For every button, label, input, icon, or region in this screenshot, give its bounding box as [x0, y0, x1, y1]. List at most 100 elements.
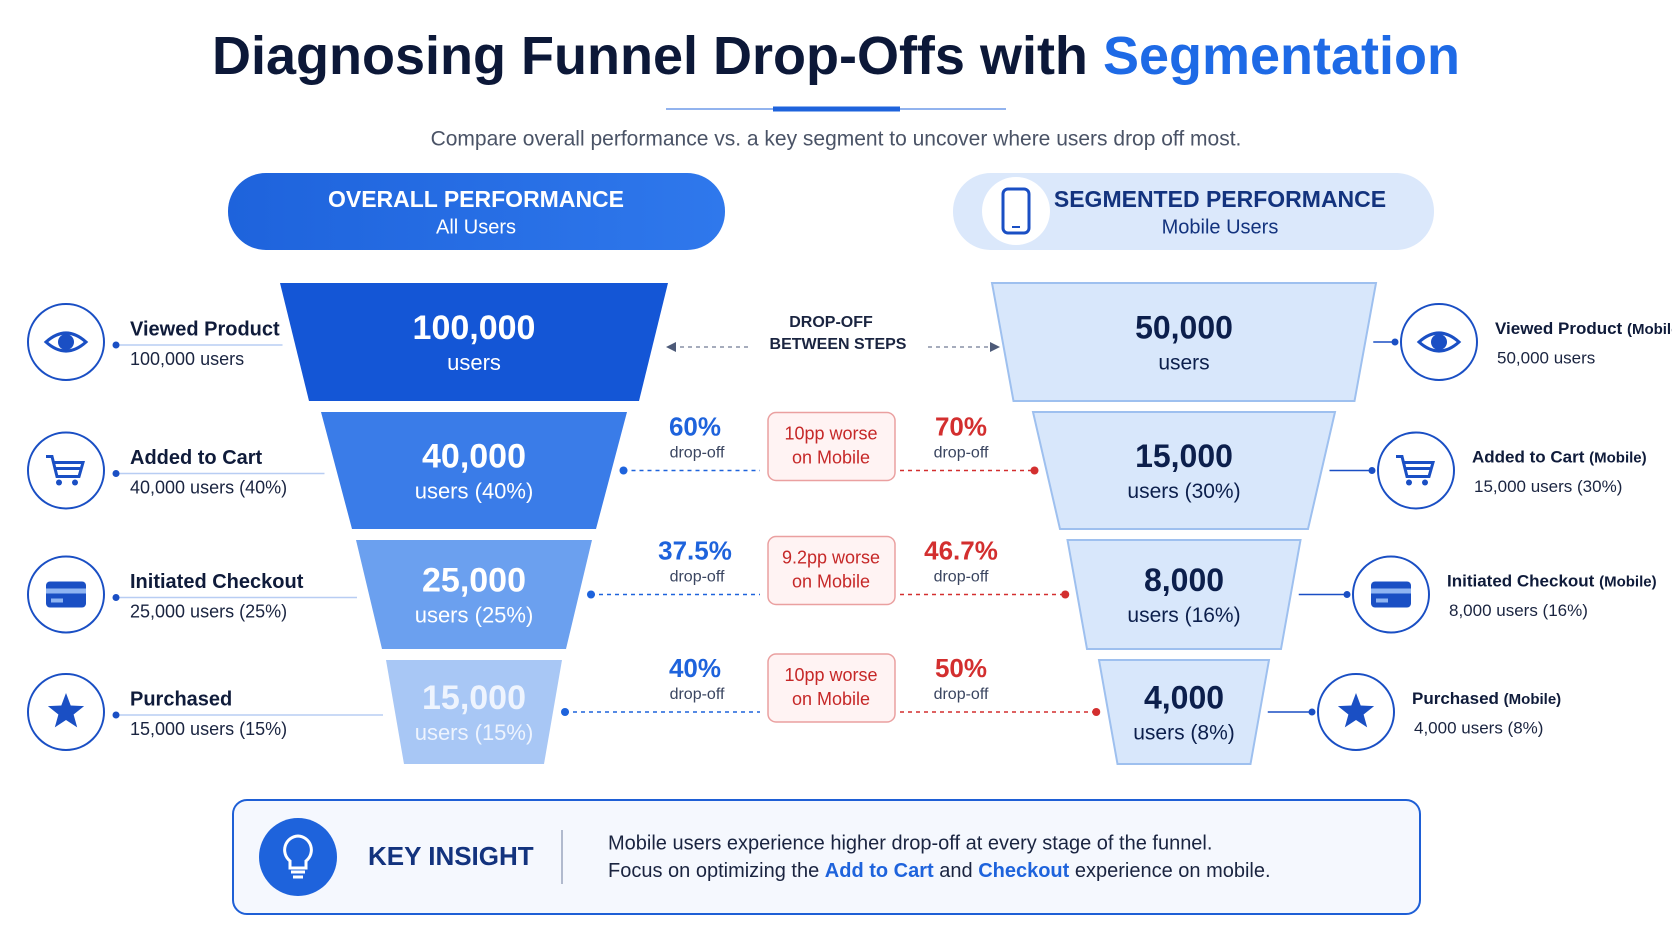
dropoff-header: BETWEEN STEPS	[770, 336, 907, 353]
stage-unit: users (25%)	[415, 602, 534, 627]
bulb-badge	[259, 818, 337, 896]
cart-icon	[46, 455, 85, 478]
stage-label-main: Added to Cart	[1472, 448, 1585, 467]
stage-unit: users (16%)	[1127, 604, 1240, 627]
segment-subtitle: Mobile Users	[1162, 216, 1279, 238]
stage-detail: 40,000 users (40%)	[130, 477, 287, 497]
stage-value: 25,000	[422, 561, 526, 599]
insight-title: KEY INSIGHT	[368, 841, 534, 871]
stage-unit: users	[1158, 352, 1209, 375]
stage-value: 8,000	[1144, 562, 1224, 598]
stage-unit: users	[447, 350, 501, 375]
stage-value: 40,000	[422, 437, 526, 475]
comparison-text: 10pp worse	[784, 665, 877, 685]
title-main: Diagnosing Funnel Drop-Offs with	[212, 26, 1088, 86]
stage-label: Initiated Checkout (Mobile)	[1447, 572, 1657, 591]
stage-label: Purchased	[130, 688, 232, 710]
insight-text: Focus on optimizing the	[608, 860, 819, 882]
insight-text: and	[939, 860, 972, 882]
eye-icon	[1416, 331, 1462, 353]
card-icon	[1371, 581, 1411, 608]
phone-badge	[982, 177, 1050, 245]
card-icon	[1371, 588, 1411, 594]
segment-dropoff: 70%	[935, 411, 987, 441]
stage-label-suffix: (Mobile)	[1599, 573, 1657, 590]
connector-dot	[112, 341, 120, 349]
subtitle: Compare overall performance vs. a key se…	[431, 128, 1242, 151]
stage-detail: 8,000 users (16%)	[1449, 601, 1588, 620]
stage-icon-badge	[27, 431, 105, 510]
connector-dot	[112, 594, 120, 601]
funnel-stage	[280, 283, 668, 401]
connector-dot	[1343, 591, 1351, 598]
card-icon	[46, 581, 86, 608]
cart-icon	[1406, 479, 1412, 486]
connector-dot	[112, 711, 120, 719]
header-arrow	[666, 342, 676, 352]
card-icon	[1376, 598, 1388, 603]
insight-highlight: Add to Cart	[825, 860, 934, 882]
connector-dot	[1391, 338, 1399, 346]
funnel-stage	[386, 660, 562, 764]
stage-value: 4,000	[1144, 679, 1224, 715]
stage-label: Initiated Checkout	[130, 571, 304, 593]
overall-subtitle: All Users	[436, 216, 516, 238]
eye-icon	[1431, 334, 1447, 350]
overall-pill	[228, 173, 725, 250]
stage-label: Purchased (Mobile)	[1412, 689, 1561, 708]
segment-pill	[953, 173, 1434, 250]
comparison-box	[767, 535, 896, 606]
title: Diagnosing Funnel Drop-Offs with Segment…	[212, 26, 1460, 86]
stage-detail: 25,000 users (25%)	[130, 601, 287, 621]
dropoff-caption: drop-off	[934, 569, 989, 586]
dropoff-header: DROP-OFF	[789, 314, 873, 331]
comparison-text: on Mobile	[792, 689, 870, 709]
eye-icon	[43, 331, 89, 353]
dropoff-dot	[561, 708, 569, 716]
insight-box	[232, 799, 1421, 915]
insight-line: Mobile users experience higher drop-off …	[608, 832, 1212, 854]
comparison-text: 9.2pp worse	[782, 547, 880, 567]
overall-dropoff: 40%	[669, 653, 721, 683]
dropoff-dot	[1030, 466, 1039, 475]
dropoff-dot	[1061, 590, 1070, 599]
stage-unit: users (40%)	[415, 478, 534, 503]
overall-dropoff: 60%	[669, 411, 721, 441]
comparison-text: 10pp worse	[784, 423, 877, 443]
cart-icon	[1422, 479, 1428, 486]
stage-value: 15,000	[1135, 438, 1233, 474]
stage-detail: 15,000 users (15%)	[130, 719, 287, 739]
stage-unit: users (30%)	[1127, 480, 1240, 503]
funnel-stage	[990, 282, 1378, 402]
dropoff-dot	[1092, 708, 1101, 716]
cart-icon	[72, 479, 78, 486]
dropoff-dot	[587, 590, 595, 599]
star-icon	[47, 693, 85, 728]
insight-line: Focus on optimizing the Add to Cart and …	[608, 860, 1271, 882]
stage-label: Viewed Product (Mobile)	[1495, 319, 1672, 338]
title-highlight: Segmentation	[1103, 26, 1460, 86]
card-icon	[46, 588, 86, 594]
funnel-stage	[1097, 659, 1271, 765]
stage-detail: 50,000 users	[1497, 348, 1595, 367]
stage-detail: 100,000 users	[130, 349, 244, 369]
card-icon	[51, 598, 63, 603]
stage-label: Added to Cart	[130, 447, 263, 469]
dropoff-dot	[619, 466, 628, 475]
dropoff-caption: drop-off	[670, 445, 725, 462]
stage-value: 100,000	[413, 309, 536, 347]
phone-icon	[1001, 187, 1031, 235]
funnel-stage	[321, 412, 627, 529]
stage-unit: users (8%)	[1133, 722, 1235, 745]
stage-label: Added to Cart (Mobile)	[1472, 448, 1647, 467]
stage-label-suffix: (Mobile)	[1589, 449, 1647, 466]
stage-label-main: Initiated Checkout	[1447, 572, 1595, 591]
cart-icon	[56, 479, 62, 486]
stage-detail: 4,000 users (8%)	[1414, 718, 1543, 737]
eye-icon	[58, 334, 74, 350]
segment-title: SEGMENTED PERFORMANCE	[1054, 186, 1386, 212]
segment-dropoff: 50%	[935, 653, 987, 683]
stage-detail: 15,000 users (30%)	[1474, 477, 1622, 496]
dropoff-caption: drop-off	[670, 686, 725, 703]
stage-unit: users (15%)	[415, 720, 534, 745]
